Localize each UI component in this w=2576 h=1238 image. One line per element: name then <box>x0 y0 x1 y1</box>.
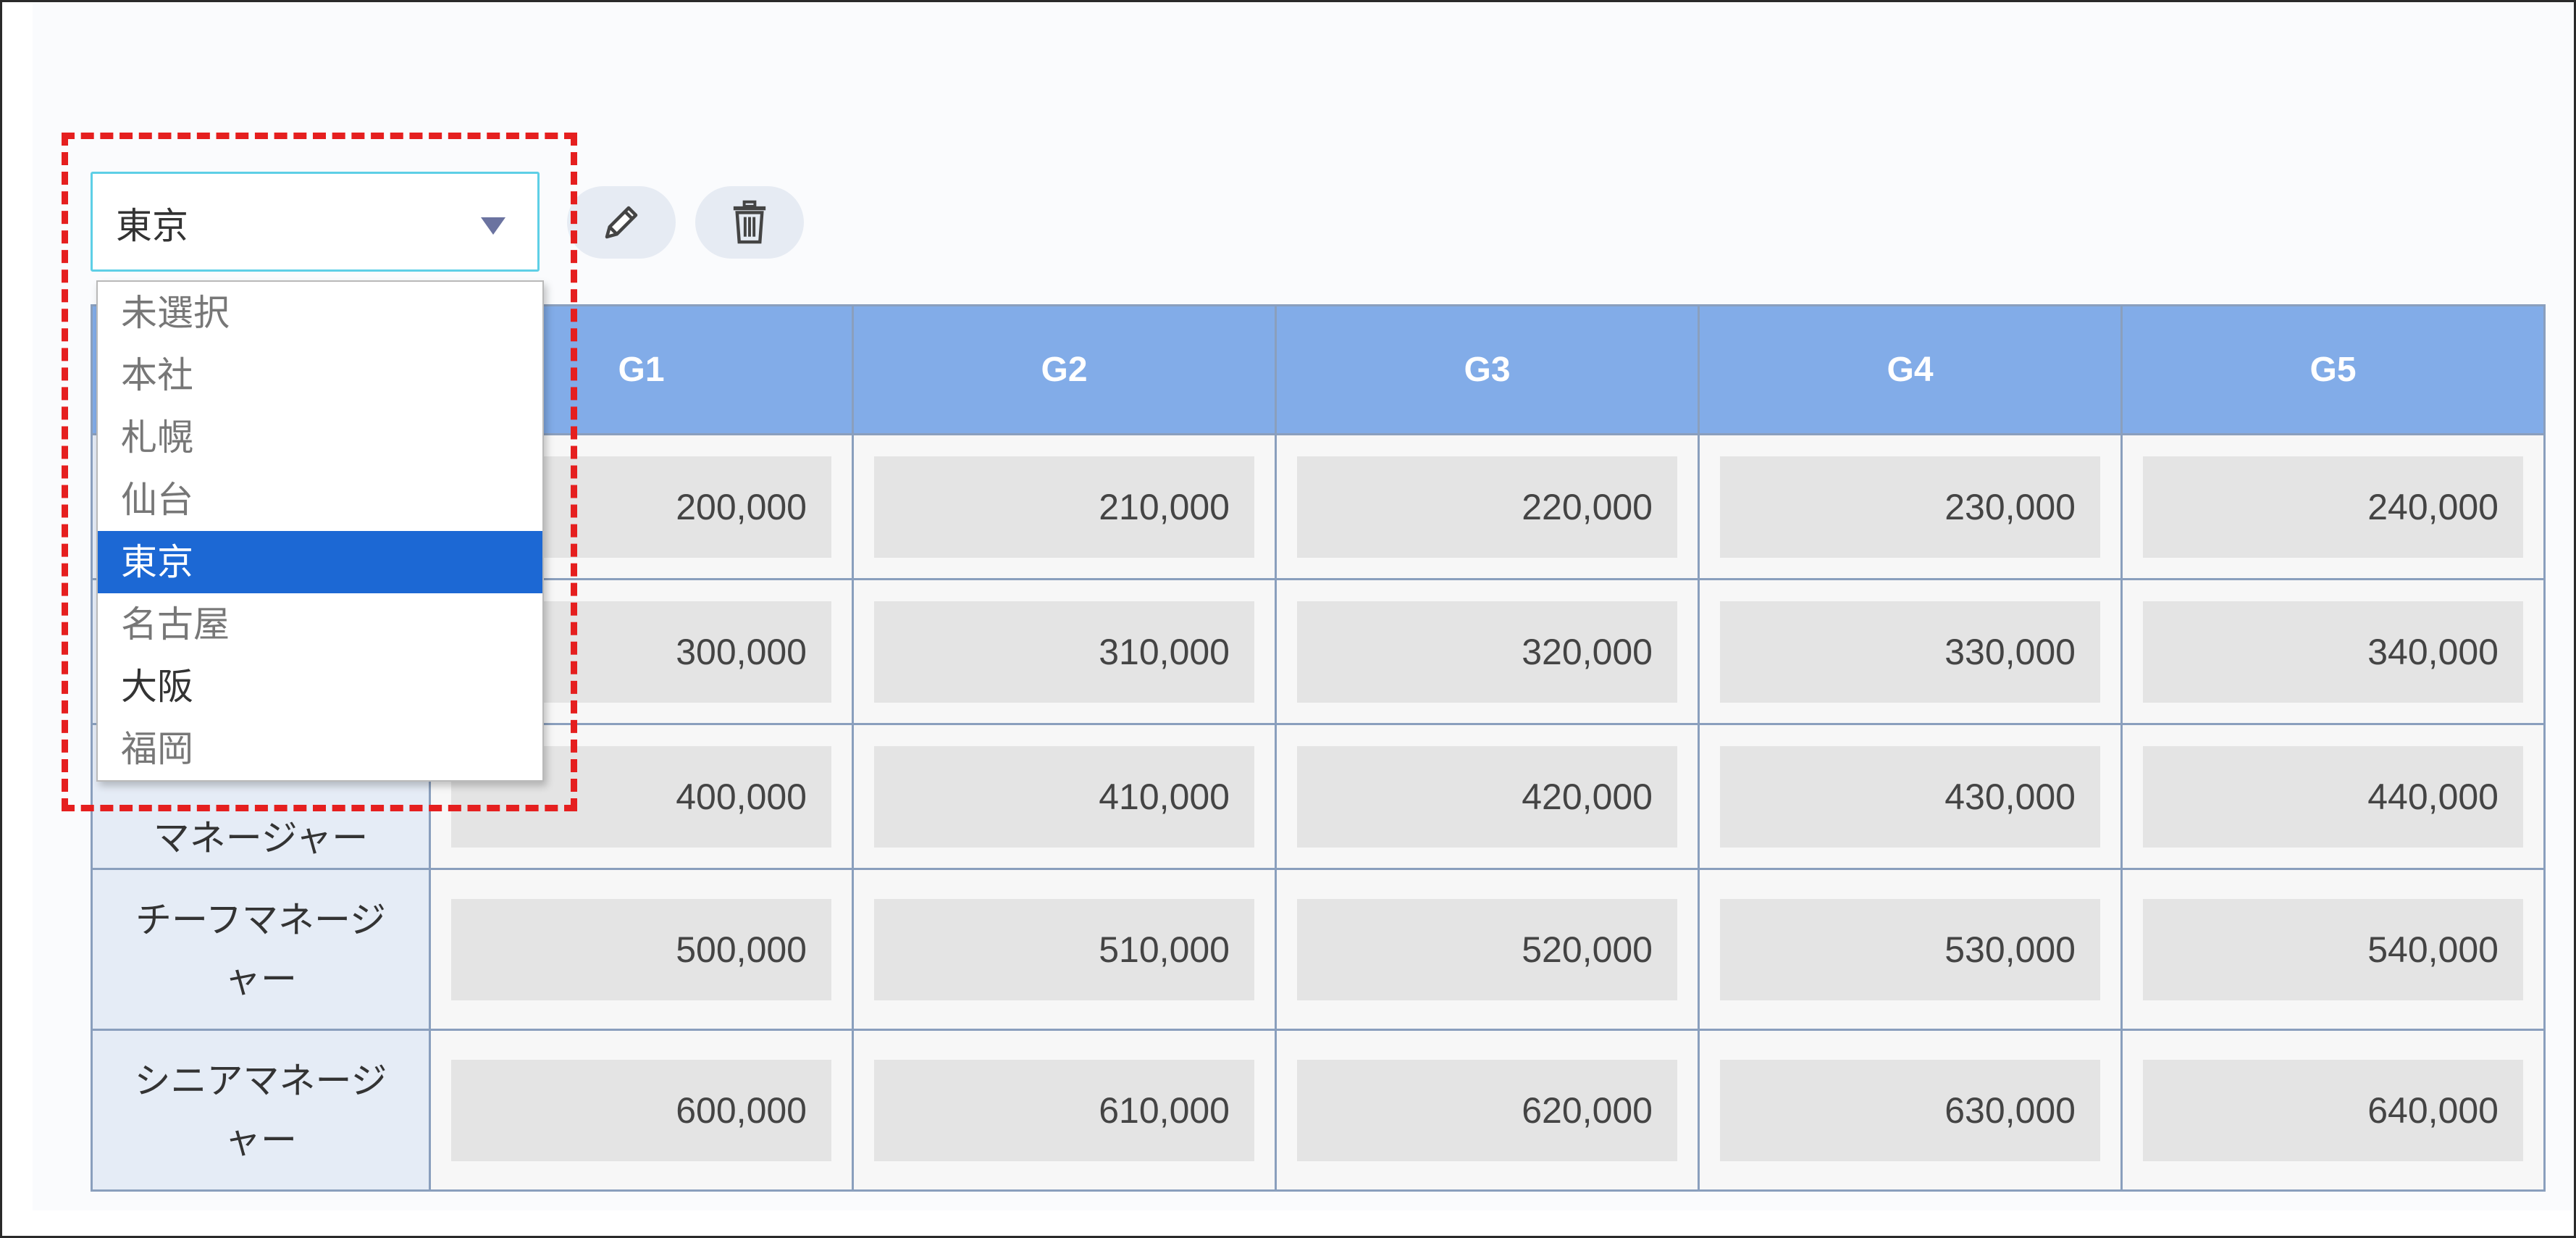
salary-input[interactable]: 240,000 <box>2143 456 2523 558</box>
dropdown-option[interactable]: 名古屋 <box>121 603 230 645</box>
dropdown-option[interactable]: 大阪 <box>121 666 193 708</box>
delete-button[interactable] <box>695 186 804 259</box>
salary-input[interactable]: 220,000 <box>1297 456 1677 558</box>
salary-input[interactable]: 640,000 <box>2143 1059 2523 1161</box>
salary-input[interactable]: 440,000 <box>2143 745 2523 848</box>
dropdown-option[interactable]: 未選択 <box>121 292 230 334</box>
column-header-g3: G3 <box>1275 304 1700 435</box>
salary-input[interactable]: 340,000 <box>2143 601 2523 703</box>
column-header-g5: G5 <box>2120 304 2546 435</box>
salary-input[interactable]: 420,000 <box>1297 745 1677 848</box>
table-row: チーフマネージャー 500,000 510,000 520,000 530,00… <box>91 868 2546 1031</box>
salary-input[interactable]: 210,000 <box>874 456 1254 558</box>
location-dropdown-list: 未選択 本社 札幌 仙台 東京 名古屋 大阪 福岡 <box>96 280 544 782</box>
salary-input[interactable]: 530,000 <box>1720 898 2100 1000</box>
highlight-annotation-box <box>62 133 577 811</box>
salary-input[interactable]: 510,000 <box>874 898 1254 1000</box>
salary-input[interactable]: 310,000 <box>874 601 1254 703</box>
salary-input[interactable]: 500,000 <box>451 898 831 1000</box>
row-label: チーフマネージャー <box>91 868 431 1031</box>
salary-input[interactable]: 600,000 <box>451 1059 831 1161</box>
column-header-g4: G4 <box>1698 304 2123 435</box>
salary-input[interactable]: 330,000 <box>1720 601 2100 703</box>
trash-icon <box>733 200 766 244</box>
salary-input[interactable]: 610,000 <box>874 1059 1254 1161</box>
table-row: マネージャー 400,000 410,000 420,000 430,000 4… <box>91 723 2546 870</box>
dropdown-option[interactable]: 札幌 <box>121 417 193 459</box>
chevron-down-icon <box>481 217 505 235</box>
salary-input[interactable]: 430,000 <box>1720 745 2100 848</box>
column-header-g2: G2 <box>852 304 1277 435</box>
dropdown-option[interactable]: 本社 <box>121 354 193 396</box>
salary-input[interactable]: 320,000 <box>1297 601 1677 703</box>
location-select-value: 東京 <box>116 205 188 247</box>
dropdown-option[interactable]: 仙台 <box>121 479 193 521</box>
salary-input[interactable]: 410,000 <box>874 745 1254 848</box>
dropdown-option-selected[interactable]: 東京 <box>98 531 542 593</box>
pencil-icon <box>605 206 638 239</box>
salary-input[interactable]: 630,000 <box>1720 1059 2100 1161</box>
row-label: シニアマネージャー <box>91 1029 431 1192</box>
salary-input[interactable]: 230,000 <box>1720 456 2100 558</box>
location-select[interactable]: 東京 <box>91 172 540 272</box>
salary-input[interactable]: 540,000 <box>2143 898 2523 1000</box>
salary-input[interactable]: 520,000 <box>1297 898 1677 1000</box>
dropdown-option[interactable]: 福岡 <box>121 728 193 770</box>
salary-input[interactable]: 620,000 <box>1297 1059 1677 1161</box>
edit-button[interactable] <box>567 186 676 259</box>
table-row: シニアマネージャー 600,000 610,000 620,000 630,00… <box>91 1029 2546 1192</box>
